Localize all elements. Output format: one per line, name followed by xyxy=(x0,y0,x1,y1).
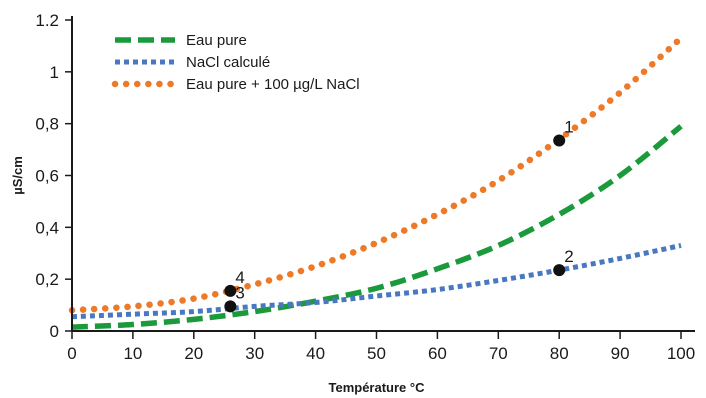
y-tick-label: 1.2 xyxy=(35,11,59,30)
x-tick-label: 0 xyxy=(67,344,76,363)
y-tick-label: 1 xyxy=(50,63,59,82)
y-ticks: 0 0,2 0,4 0,6 0,8 1 1.2 xyxy=(35,11,72,341)
x-tick-label: 10 xyxy=(123,344,142,363)
x-tick-label: 40 xyxy=(306,344,325,363)
annotation-point-1 xyxy=(553,134,566,147)
x-ticks: 0 10 20 30 40 50 60 70 80 90 100 xyxy=(67,331,695,363)
x-axis-title: Température °C xyxy=(329,380,426,395)
legend-label-eau-pure-nacl: Eau pure + 100 µg/L NaCl xyxy=(186,76,360,93)
annotation-label-4: 4 xyxy=(235,268,244,287)
x-tick-label: 90 xyxy=(611,344,630,363)
annotation-label-2: 2 xyxy=(564,247,573,266)
annotation-point-4 xyxy=(224,284,237,297)
x-tick-label: 50 xyxy=(367,344,386,363)
annotation-points: 1 2 34 xyxy=(224,118,574,313)
legend-label-eau-pure: Eau pure xyxy=(186,32,247,49)
annotation-label-1: 1 xyxy=(564,118,573,137)
x-tick-label: 20 xyxy=(184,344,203,363)
annotation-label-3: 3 xyxy=(235,283,244,302)
annotation-point-3 xyxy=(224,300,237,313)
y-tick-label: 0,4 xyxy=(35,218,59,237)
legend-label-nacl-calcule: NaCl calculé xyxy=(186,54,270,71)
series-line-nacl-calcul xyxy=(71,243,682,320)
x-tick-label: 80 xyxy=(550,344,569,363)
axes xyxy=(71,16,695,332)
x-tick-label: 60 xyxy=(428,344,447,363)
annotation-point-2 xyxy=(553,264,566,277)
y-tick-label: 0,6 xyxy=(35,167,59,186)
y-axis-title: µS/cm xyxy=(10,156,25,195)
series-line-eau-pure xyxy=(71,124,683,330)
y-tick-label: 0,2 xyxy=(35,270,59,289)
legend-item-eau-pure-nacl: Eau pure + 100 µg/L NaCl xyxy=(111,76,360,93)
y-tick-label: 0,8 xyxy=(35,115,59,134)
legend-item-eau-pure: Eau pure xyxy=(115,32,247,49)
x-tick-label: 30 xyxy=(245,344,264,363)
legend-item-nacl-calcule: NaCl calculé xyxy=(115,54,270,71)
series-lines xyxy=(68,34,685,330)
x-tick-label: 70 xyxy=(489,344,508,363)
legend: Eau pure NaCl calculé Eau pure + 100 µg/… xyxy=(111,32,360,93)
series-line-eau-pure-100-g-l-nacl xyxy=(68,34,685,314)
y-tick-label: 0 xyxy=(50,322,59,341)
x-tick-label: 100 xyxy=(667,344,695,363)
